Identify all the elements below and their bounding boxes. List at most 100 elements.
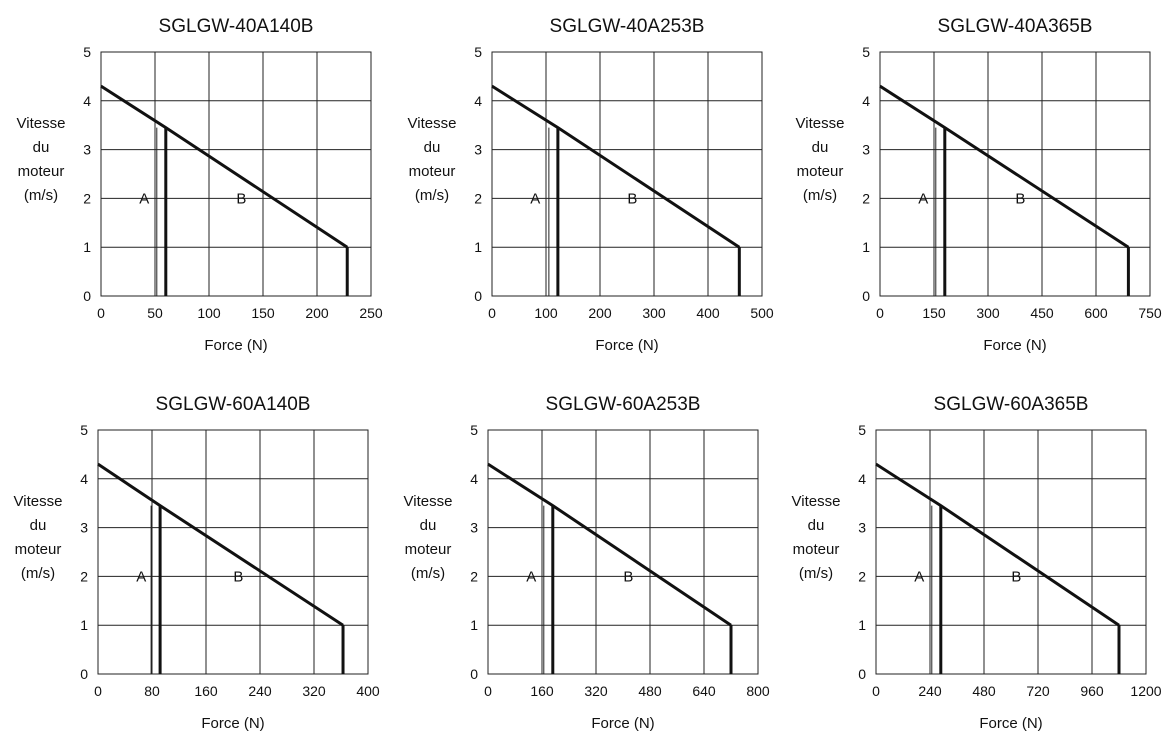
chart-title: SGLGW-40A253B — [550, 16, 705, 37]
chart-panel-1: SGLGW-40A140B 0 50 100 150 200 250 0 1 2 3 4 5 Force … — [17, 16, 383, 354]
y-tick-label: 5 — [474, 44, 482, 60]
chart-title: SGLGW-60A253B — [546, 394, 701, 415]
series-line-1 — [491, 84, 741, 249]
y-axis-label-line: du — [30, 517, 47, 534]
y-axis-label-line: Vitesse — [404, 493, 453, 510]
y-axis-label-line: du — [808, 517, 825, 534]
y-axis-label-line: Vitesse — [408, 115, 457, 132]
x-tick-label: 1200 — [1130, 683, 1161, 699]
y-axis-label-line: moteur — [15, 541, 62, 558]
y-tick-label: 2 — [80, 568, 88, 584]
region-label: B — [233, 568, 243, 585]
y-tick-label: 2 — [83, 190, 91, 206]
x-axis-label: Force (N) — [201, 715, 264, 731]
y-tick-label: 1 — [80, 617, 88, 633]
y-tick-label: 3 — [80, 520, 88, 536]
x-axis-label: Force (N) — [983, 337, 1046, 354]
y-axis-label-line: (m/s) — [803, 187, 837, 204]
plot-frame — [879, 51, 1151, 297]
y-tick-label: 0 — [474, 288, 482, 304]
x-tick-label: 200 — [588, 305, 612, 321]
x-tick-label: 400 — [696, 305, 720, 321]
x-tick-label: 800 — [746, 683, 770, 699]
y-tick-label: 2 — [470, 568, 478, 584]
y-axis-label-line: Vitesse — [17, 115, 66, 132]
chart-title: SGLGW-60A365B — [934, 394, 1089, 415]
plot-frame — [97, 429, 369, 675]
y-tick-label: 1 — [470, 617, 478, 633]
chart-panel-3: SGLGW-40A365B 0 150 300 450 600 750 0 1 2 3 4 5 Force… — [796, 16, 1162, 354]
series-line-1 — [487, 462, 732, 627]
plot-frame — [100, 51, 372, 297]
y-axis-label-line: moteur — [405, 541, 452, 558]
region-label: A — [918, 190, 928, 207]
y-axis-label-line: Vitesse — [796, 115, 845, 132]
x-tick-label: 250 — [359, 305, 383, 321]
chart-title: SGLGW-60A140B — [156, 394, 311, 415]
y-tick-label: 4 — [858, 471, 866, 487]
chart-panel-2: SGLGW-40A253B 0 100 200 300 400 500 0 1 2 3 4 5 Force… — [408, 16, 774, 354]
y-tick-label: 4 — [470, 471, 478, 487]
x-axis-label: Force (N) — [979, 715, 1042, 731]
y-tick-label: 1 — [858, 617, 866, 633]
y-tick-label: 5 — [83, 44, 91, 60]
y-axis-label-line: moteur — [793, 541, 840, 558]
region-label: A — [136, 568, 146, 585]
y-tick-label: 5 — [470, 422, 478, 438]
y-axis-label-line: (m/s) — [415, 187, 449, 204]
y-tick-label: 4 — [474, 93, 482, 109]
y-axis-label-line: moteur — [18, 163, 65, 180]
x-tick-label: 80 — [144, 683, 160, 699]
y-tick-label: 3 — [474, 142, 482, 158]
series-line-1 — [97, 462, 344, 627]
y-axis-label-line: du — [420, 517, 437, 534]
y-axis-label-line: moteur — [409, 163, 456, 180]
x-tick-label: 750 — [1138, 305, 1162, 321]
chart-title: SGLGW-40A365B — [938, 16, 1093, 37]
x-tick-label: 960 — [1080, 683, 1104, 699]
y-tick-label: 5 — [862, 44, 870, 60]
y-tick-label: 0 — [470, 666, 478, 682]
x-tick-label: 240 — [918, 683, 942, 699]
x-axis-label: Force (N) — [591, 715, 654, 731]
region-label: A — [914, 568, 924, 585]
y-tick-label: 4 — [83, 93, 91, 109]
x-axis-label: Force (N) — [204, 337, 267, 354]
x-tick-label: 300 — [976, 305, 1000, 321]
x-tick-label: 240 — [248, 683, 272, 699]
x-tick-label: 400 — [356, 683, 380, 699]
y-tick-label: 0 — [862, 288, 870, 304]
series-line-1 — [100, 84, 349, 249]
x-tick-label: 300 — [642, 305, 666, 321]
y-axis-label-line: (m/s) — [21, 565, 55, 582]
x-tick-label: 500 — [750, 305, 774, 321]
region-label: B — [623, 568, 633, 585]
x-tick-label: 0 — [94, 683, 102, 699]
region-label: A — [530, 190, 540, 207]
y-tick-label: 2 — [862, 190, 870, 206]
chart-panel-6: SGLGW-60A365B 0 240 480 720 960 1200 0 1 2 3 4 5 Forc… — [792, 394, 1162, 731]
region-label: A — [139, 190, 149, 207]
y-tick-label: 1 — [83, 239, 91, 255]
x-tick-label: 480 — [638, 683, 662, 699]
y-axis-label-line: Vitesse — [14, 493, 63, 510]
x-tick-label: 160 — [194, 683, 218, 699]
x-tick-label: 0 — [876, 305, 884, 321]
plot-frame — [487, 429, 759, 675]
region-label: B — [1015, 190, 1025, 207]
x-tick-label: 600 — [1084, 305, 1108, 321]
y-tick-label: 0 — [80, 666, 88, 682]
y-tick-label: 4 — [80, 471, 88, 487]
plot-frame — [491, 51, 763, 297]
y-tick-label: 1 — [474, 239, 482, 255]
x-tick-label: 50 — [147, 305, 163, 321]
x-tick-label: 0 — [97, 305, 105, 321]
y-axis-label-line: (m/s) — [411, 565, 445, 582]
x-tick-label: 0 — [488, 305, 496, 321]
y-tick-label: 5 — [80, 422, 88, 438]
x-tick-label: 0 — [872, 683, 880, 699]
y-tick-label: 2 — [858, 568, 866, 584]
series-line-1 — [879, 84, 1130, 249]
y-tick-label: 3 — [862, 142, 870, 158]
y-tick-label: 3 — [83, 142, 91, 158]
